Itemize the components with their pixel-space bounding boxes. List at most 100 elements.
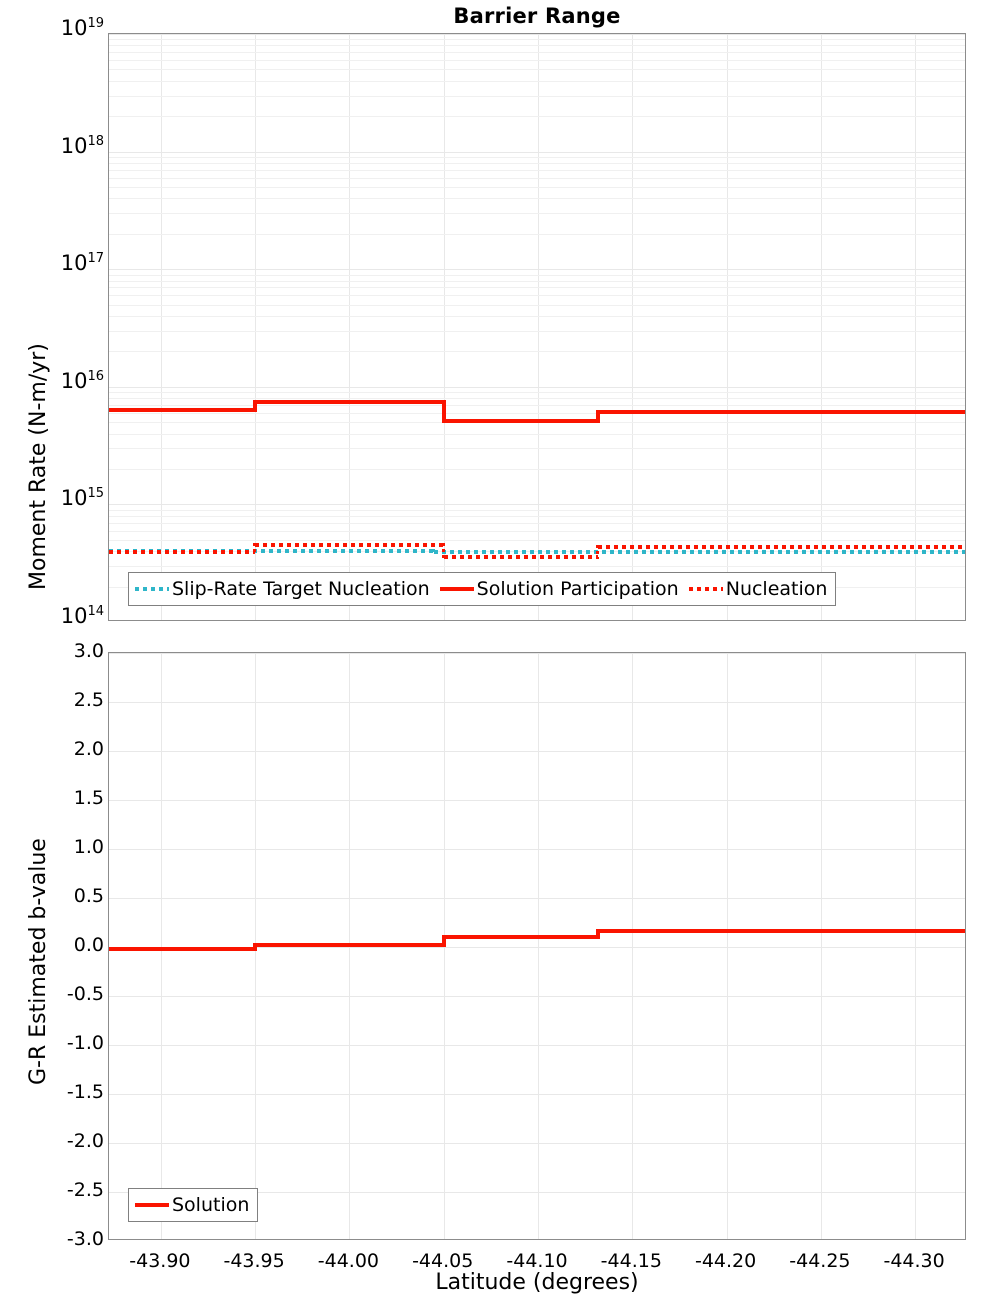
gridline-horizontal-minor	[109, 169, 965, 171]
gridline-vertical	[820, 34, 822, 620]
gridline-horizontal-minor	[109, 116, 965, 118]
gridline-vertical	[915, 34, 917, 620]
gridline-horizontal-major	[109, 1192, 965, 1193]
gridline-vertical	[160, 34, 162, 620]
gridline-horizontal-minor	[109, 213, 965, 215]
gridline-vertical	[632, 34, 634, 620]
y-tick-value: 1014	[60, 604, 104, 628]
x-tick-label: -44.20	[694, 1250, 757, 1272]
legend-label: Slip-Rate Target Nucleation	[172, 577, 430, 600]
y-tick-value: 1018	[60, 133, 104, 158]
gridline-horizontal-minor	[109, 509, 965, 511]
gridline-horizontal-minor	[109, 565, 965, 567]
series-riser	[253, 943, 258, 951]
gridline-horizontal-minor	[109, 448, 965, 450]
gridline-horizontal-minor	[109, 433, 965, 435]
series-segment	[255, 542, 444, 547]
x-tick-label: -44.10	[506, 1250, 568, 1272]
y-tick-value: 1017	[60, 251, 104, 276]
series-riser	[441, 542, 445, 559]
gridline-vertical	[538, 34, 539, 620]
gridline-horizontal-minor	[109, 163, 965, 164]
y-tick-value: 3.0	[73, 640, 104, 662]
legend-top[interactable]: Slip-Rate Target Nucleation Solution Part…	[128, 572, 837, 606]
series-segment	[434, 550, 965, 555]
y-tick-value: 1.0	[73, 836, 104, 858]
legend-label: Solution	[172, 1193, 250, 1216]
b-value-plot-area	[108, 652, 966, 1240]
x-tick-label: -44.25	[789, 1250, 851, 1272]
legend-label: Solution Participation	[476, 577, 679, 600]
y-axis-label-top: Moment Rate (N-m/yr)	[26, 343, 51, 590]
x-tick-label: -44.00	[317, 1250, 380, 1272]
legend-top-entry[interactable]: Nucleation	[688, 579, 830, 599]
gridline-horizontal-minor	[109, 157, 965, 158]
y-tick-value: -1.5	[66, 1081, 104, 1103]
gridline-horizontal-minor	[109, 280, 965, 282]
y-tick-value: -0.5	[66, 983, 104, 1005]
gridline-vertical	[255, 34, 257, 620]
series-riser	[596, 544, 600, 559]
gridline-horizontal-major	[109, 269, 965, 271]
legend-bottom[interactable]: Solution	[128, 1188, 259, 1222]
series-riser	[441, 400, 446, 424]
legend-top-entry[interactable]: Slip-Rate Target Nucleation	[135, 577, 440, 600]
gridline-horizontal-minor	[109, 392, 965, 394]
x-tick-label: -43.90	[129, 1250, 191, 1272]
gridline-vertical	[160, 653, 162, 1239]
gridline-horizontal-major	[109, 800, 965, 801]
gridline-horizontal-minor	[109, 52, 965, 54]
gridline-horizontal-minor	[109, 198, 965, 200]
gridline-horizontal-major	[109, 996, 965, 997]
gridline-vertical	[632, 653, 634, 1239]
x-tick-label: -44.05	[412, 1250, 474, 1272]
chart-title: Barrier Range	[453, 4, 621, 28]
series-segment	[443, 554, 599, 559]
gridline-horizontal-minor	[109, 304, 965, 306]
gridline-vertical	[726, 653, 728, 1239]
series-riser	[253, 400, 258, 413]
gridline-horizontal-minor	[109, 398, 965, 400]
series-riser	[596, 409, 601, 424]
gridline-vertical	[443, 34, 445, 620]
x-tick-label: -44.30	[883, 1250, 945, 1272]
gridline-horizontal-major	[109, 898, 965, 899]
series-segment	[598, 544, 965, 549]
gridline-horizontal-major	[109, 151, 965, 153]
gridline-horizontal-minor	[109, 39, 965, 41]
series-segment	[255, 943, 444, 947]
gridline-horizontal-major	[109, 947, 965, 948]
series-segment	[443, 935, 599, 940]
series-segment	[598, 409, 965, 414]
series-segment	[109, 947, 256, 951]
y-tick-value: 1.5	[73, 787, 104, 809]
gridline-vertical	[820, 653, 822, 1239]
gridline-horizontal-major	[109, 1045, 965, 1046]
gridline-vertical	[349, 34, 351, 620]
gridline-horizontal-major	[109, 1143, 965, 1144]
series-riser	[432, 548, 436, 555]
gridline-horizontal-minor	[109, 515, 965, 517]
legend-top-entry[interactable]: Solution Participation	[439, 577, 689, 600]
gridline-horizontal-minor	[109, 405, 965, 406]
series-riser	[253, 542, 257, 554]
moment-rate-plot-area	[108, 33, 966, 621]
gridline-horizontal-minor	[109, 530, 965, 532]
series-segment	[109, 548, 435, 553]
series-segment	[255, 400, 444, 405]
gridline-horizontal-major	[109, 751, 965, 752]
y-tick-value: 1019	[60, 16, 104, 40]
series-segment	[598, 929, 965, 934]
y-tick-value: 1016	[60, 368, 104, 393]
y-tick-value: 0.0	[73, 934, 104, 956]
y-tick-value: 0.5	[73, 885, 104, 907]
gridline-horizontal-minor	[109, 412, 965, 414]
legend-swatch-icon	[688, 587, 723, 591]
gridline-horizontal-major	[109, 702, 965, 703]
legend-bottom-entry[interactable]: Solution	[135, 1193, 251, 1216]
y-tick-value: -3.0	[66, 1228, 104, 1250]
x-tick-label: -44.15	[600, 1250, 662, 1272]
gridline-horizontal-minor	[109, 187, 965, 188]
y-tick-value: 2.5	[73, 689, 104, 711]
